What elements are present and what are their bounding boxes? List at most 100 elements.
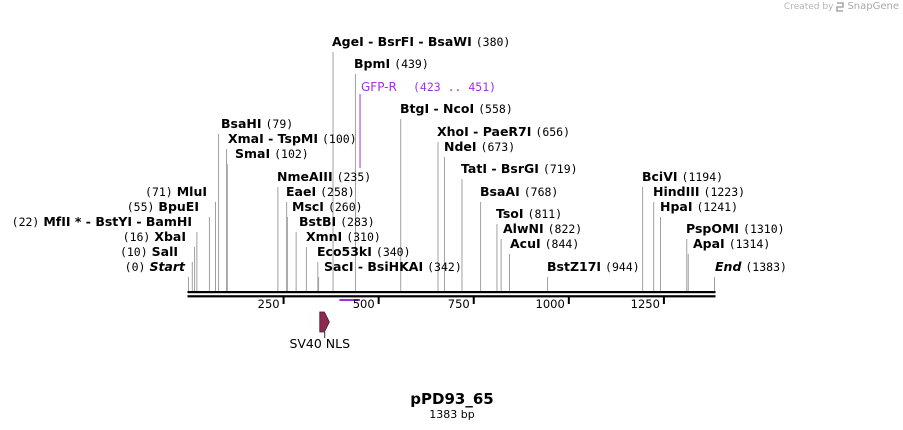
site-position: (439) bbox=[394, 57, 429, 71]
enzyme-name: Eco53kI bbox=[317, 244, 372, 259]
enzyme-name: Start bbox=[149, 259, 186, 274]
enzyme-name: SmaI bbox=[235, 146, 270, 161]
site-label-NdeI[interactable]: NdeI (673) bbox=[444, 139, 515, 154]
site-label-SacI-BsiHKAI[interactable]: SacI - BsiHKAI (342) bbox=[324, 259, 462, 274]
enzyme-name: ApaI bbox=[693, 236, 725, 251]
site-label-BsaAI[interactable]: BsaAI (768) bbox=[480, 184, 558, 199]
site-label-SalI[interactable]: (10) SalI bbox=[120, 244, 178, 259]
primer-GFP-R[interactable]: GFP-R (423 .. 451) bbox=[339, 80, 496, 301]
axis-tick-label: 1000 bbox=[536, 297, 565, 311]
site-label-TatI-BsrGI[interactable]: TatI - BsrGI (719) bbox=[461, 161, 578, 176]
site-label-Start[interactable]: (0) Start bbox=[125, 259, 186, 274]
enzyme-name: NmeAIII bbox=[277, 169, 333, 184]
enzyme-name: TspMI bbox=[278, 131, 318, 146]
enzyme-name: BstBI bbox=[299, 214, 336, 229]
site-label-AcuI[interactable]: AcuI (844) bbox=[510, 236, 579, 251]
enzyme-name: XmaI bbox=[228, 131, 264, 146]
site-leader-lines bbox=[188, 52, 715, 291]
site-label-End[interactable]: End (1383) bbox=[715, 259, 787, 274]
enzyme-name: BpuEI bbox=[158, 199, 199, 214]
enzyme-name: NcoI bbox=[443, 101, 474, 116]
site-label-XmaI-TspMI[interactable]: XmaI - TspMI (100) bbox=[228, 131, 357, 146]
site-label-HpaI[interactable]: HpaI (1241) bbox=[660, 199, 738, 214]
enzyme-name: AgeI bbox=[332, 34, 364, 49]
site-position: (1241) bbox=[696, 200, 738, 214]
snapgene-logo-icon bbox=[836, 1, 845, 12]
site-label-BpmI[interactable]: BpmI (439) bbox=[354, 56, 429, 71]
site-position: (10) bbox=[120, 245, 148, 259]
site-position: (1223) bbox=[704, 185, 746, 199]
enzyme-name: BsaHI bbox=[221, 116, 262, 131]
name-separator: - bbox=[132, 214, 146, 229]
axis-tick-label: 500 bbox=[353, 297, 375, 311]
site-position: (310) bbox=[346, 230, 381, 244]
axis-tick-label: 750 bbox=[448, 297, 470, 311]
site-label-NmeAIII[interactable]: NmeAIII (235) bbox=[277, 169, 371, 184]
enzyme-name: BpmI bbox=[354, 56, 390, 71]
site-position: (16) bbox=[123, 230, 151, 244]
site-position: (0) bbox=[125, 260, 146, 274]
site-label-BpuEI[interactable]: (55) BpuEI bbox=[127, 199, 199, 214]
enzyme-name: BciVI bbox=[642, 169, 678, 184]
enzyme-name: PaeR7I bbox=[483, 124, 532, 139]
enzyme-name: PspOMI bbox=[686, 221, 739, 236]
backbone-strand-top bbox=[187, 291, 716, 294]
site-label-EaeI[interactable]: EaeI (258) bbox=[286, 184, 355, 199]
site-position: (822) bbox=[548, 222, 583, 236]
site-label-PspOMI[interactable]: PspOMI (1310) bbox=[686, 221, 785, 236]
site-label-BstZ17I[interactable]: BstZ17I (944) bbox=[547, 259, 640, 274]
site-position: (283) bbox=[340, 215, 375, 229]
site-label-Eco53kI[interactable]: Eco53kI (340) bbox=[317, 244, 411, 259]
axis-tick-label: 250 bbox=[258, 297, 280, 311]
site-label-BstBI[interactable]: BstBI (283) bbox=[299, 214, 375, 229]
axis-ticks: 250 500 750 1000 1250 bbox=[258, 297, 665, 311]
site-label-TsoI[interactable]: TsoI (811) bbox=[496, 206, 562, 221]
site-label-XhoI-PaeR7I[interactable]: XhoI - PaeR7I (656) bbox=[437, 124, 570, 139]
site-label-XbaI[interactable]: (16) XbaI bbox=[123, 229, 186, 244]
enzyme-name: End bbox=[715, 259, 742, 274]
site-label-AlwNI[interactable]: AlwNI (822) bbox=[503, 221, 582, 236]
backbone-strand-bottom bbox=[187, 295, 716, 298]
enzyme-name: XmnI bbox=[306, 229, 342, 244]
site-position: (719) bbox=[543, 162, 578, 176]
site-position: (380) bbox=[476, 35, 511, 49]
site-label-BtgI-NcoI[interactable]: BtgI - NcoI (558) bbox=[400, 101, 513, 116]
name-separator: - bbox=[414, 34, 428, 49]
site-position: (673) bbox=[481, 140, 516, 154]
site-position: (1194) bbox=[682, 170, 724, 184]
feature-name: SV40 NLS bbox=[289, 336, 350, 351]
enzyme-name: BsaAI bbox=[480, 184, 520, 199]
enzyme-name: BstZ17I bbox=[547, 259, 601, 274]
site-label-BsaHI[interactable]: BsaHI (79) bbox=[221, 116, 293, 131]
site-position: (100) bbox=[322, 132, 357, 146]
feature-SV40-NLS[interactable]: SV40 NLS bbox=[289, 311, 350, 351]
site-label-MfII-star-BstYI-BamHI[interactable]: (22) MfII * - BstYI - BamHI bbox=[12, 214, 192, 229]
enzyme-name: TatI bbox=[461, 161, 487, 176]
site-label-ApaI[interactable]: ApaI (1314) bbox=[693, 236, 770, 251]
site-position: (1314) bbox=[729, 237, 771, 251]
enzyme-name: AcuI bbox=[510, 236, 541, 251]
enzyme-name: BsaWI bbox=[428, 34, 472, 49]
site-position: (768) bbox=[524, 185, 559, 199]
name-separator: - bbox=[487, 161, 501, 176]
primer-name: GFP-R bbox=[361, 80, 397, 94]
site-label-BciVI[interactable]: BciVI (1194) bbox=[642, 169, 723, 184]
site-label-HindIII[interactable]: HindIII (1223) bbox=[653, 184, 745, 199]
enzyme-name: EaeI bbox=[286, 184, 316, 199]
enzyme-name: NdeI bbox=[444, 139, 477, 154]
site-position: (235) bbox=[337, 170, 372, 184]
site-label-MscI[interactable]: MscI (260) bbox=[292, 199, 363, 214]
enzyme-name: TsoI bbox=[496, 206, 524, 221]
enzyme-name: MluI bbox=[177, 184, 207, 199]
enzyme-name: BsrFI bbox=[378, 34, 414, 49]
axis-tick-label: 1250 bbox=[631, 297, 660, 311]
site-position: (79) bbox=[266, 117, 294, 131]
credit-prefix: Created by bbox=[783, 1, 834, 12]
site-label-XmnI[interactable]: XmnI (310) bbox=[306, 229, 381, 244]
site-label-SmaI[interactable]: SmaI (102) bbox=[235, 146, 309, 161]
site-label-MluI[interactable]: (71) MluI bbox=[145, 184, 207, 199]
name-separator: - bbox=[264, 131, 278, 146]
site-label-AgeI-BsrFI-BsaWI[interactable]: AgeI - BsrFI - BsaWI (380) bbox=[332, 34, 510, 49]
enzyme-name: BsiHKAI bbox=[367, 259, 423, 274]
